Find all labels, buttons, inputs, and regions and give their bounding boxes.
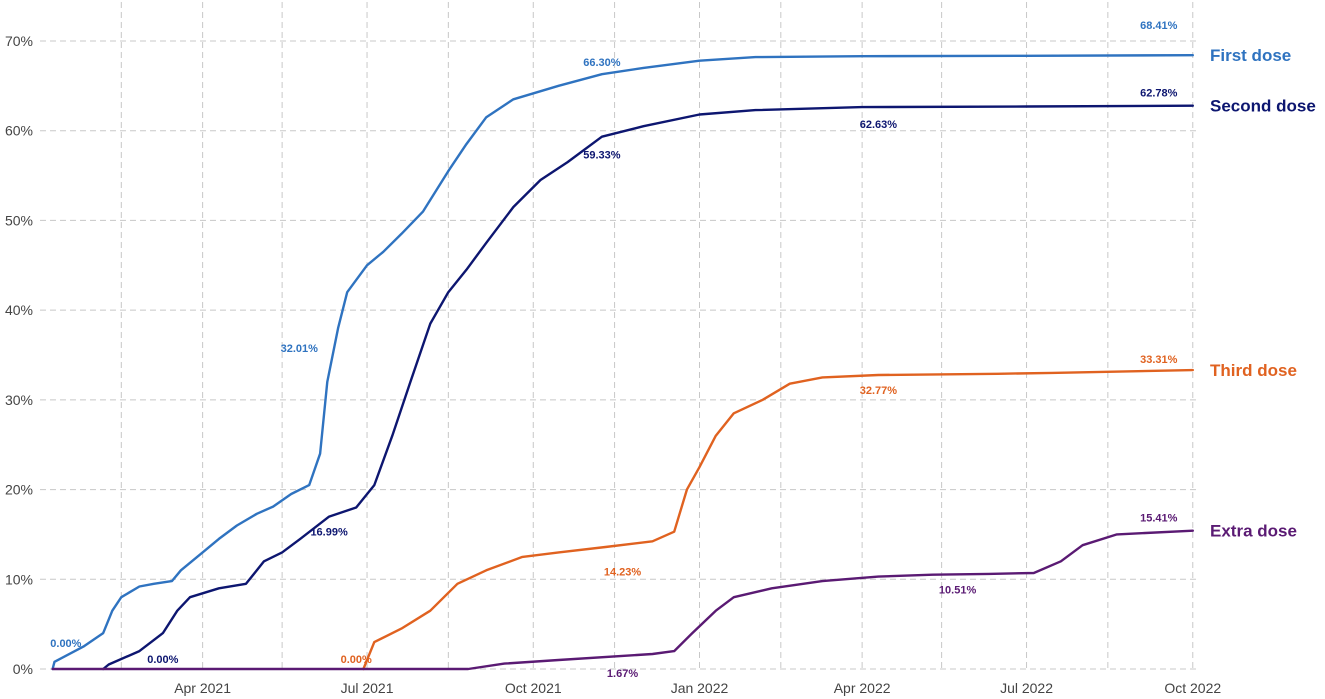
series-lines	[51, 54, 1194, 671]
x-tick-label: Oct 2021	[505, 680, 562, 696]
data-label-first-dose: 0.00%	[50, 638, 81, 650]
x-tick-label: Jan 2022	[671, 680, 729, 696]
series-label-third-dose: Third dose	[1210, 361, 1297, 380]
data-label-third-dose: 14.23%	[604, 566, 642, 578]
y-tick-label: 0%	[13, 661, 33, 677]
series-label-extra-dose: Extra dose	[1210, 522, 1297, 541]
data-label-first-dose: 68.41%	[1140, 20, 1178, 32]
series-line-third-dose	[362, 368, 1194, 671]
grid-layer	[40, 2, 1200, 670]
y-axis-ticks: 0% 10% 20% 30% 40% 50% 60% 70%	[5, 33, 33, 677]
x-tick-label: Apr 2021	[174, 680, 231, 696]
data-label-extra-dose: 1.67%	[607, 668, 638, 680]
data-label-second-dose: 62.78%	[1140, 88, 1178, 100]
series-line-extra-dose	[51, 529, 1194, 671]
series-labels: First dose Second dose Third dose Extra dos…	[1210, 46, 1316, 541]
series-line-second-dose	[102, 104, 1194, 671]
x-tick-label: Jul 2022	[1000, 680, 1053, 696]
y-tick-label: 30%	[5, 392, 33, 408]
data-label-second-dose: 62.63%	[860, 119, 898, 131]
data-label-second-dose: 0.00%	[147, 654, 178, 666]
y-tick-label: 10%	[5, 571, 33, 587]
y-tick-label: 20%	[5, 482, 33, 498]
y-tick-label: 40%	[5, 302, 33, 318]
x-axis-ticks: Apr 2021 Jul 2021 Oct 2021 Jan 2022 Apr 2022…	[174, 680, 1221, 696]
y-tick-label: 70%	[5, 33, 33, 49]
series-line-first-dose	[51, 54, 1194, 671]
x-tick-label: Apr 2022	[834, 680, 891, 696]
x-tick-label: Jul 2021	[341, 680, 394, 696]
data-label-second-dose: 16.99%	[310, 527, 348, 539]
data-label-third-dose: 33.31%	[1140, 354, 1178, 366]
data-label-third-dose: 0.00%	[341, 654, 372, 666]
series-label-first-dose: First dose	[1210, 46, 1291, 65]
data-annotations: 0.00% 32.01% 66.30% 68.41% 0.00% 16.99% 59.33%…	[50, 20, 1177, 680]
x-tick-label: Oct 2022	[1164, 680, 1221, 696]
data-label-extra-dose: 15.41%	[1140, 513, 1178, 525]
data-label-third-dose: 32.77%	[860, 385, 898, 397]
data-label-extra-dose: 10.51%	[939, 585, 977, 597]
data-label-second-dose: 59.33%	[583, 150, 621, 162]
y-tick-label: 50%	[5, 212, 33, 228]
series-label-second-dose: Second dose	[1210, 97, 1316, 116]
y-tick-label: 60%	[5, 123, 33, 139]
data-label-first-dose: 66.30%	[583, 57, 621, 69]
data-label-first-dose: 32.01%	[281, 343, 319, 355]
